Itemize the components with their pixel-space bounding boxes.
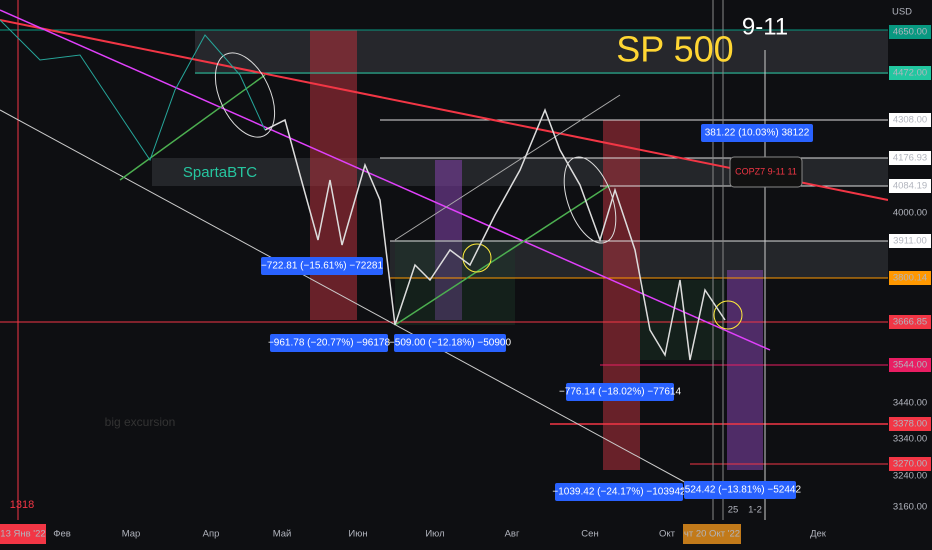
price-box: [889, 179, 931, 193]
price-label: 4308.00: [893, 115, 927, 126]
marker: 1-2: [748, 505, 762, 516]
price-box: [889, 113, 931, 127]
subtitle: 9-11: [742, 13, 788, 40]
price-label: 4000.00: [893, 208, 927, 219]
title: SP 500: [616, 29, 733, 70]
price-box: [889, 234, 931, 248]
price-box: [889, 151, 931, 165]
price-label: 3440.00: [893, 398, 927, 409]
note-box: [729, 156, 803, 188]
price-label: 3160.00: [893, 502, 927, 513]
price-box: [889, 271, 931, 285]
unit: USD: [892, 7, 912, 18]
price-label: 3240.00: [893, 471, 927, 482]
measure-box: [566, 383, 674, 401]
price-box: [889, 457, 931, 471]
time-label: Мар: [122, 529, 141, 540]
measure-text: −1039.42 (−24.17%) −103942: [552, 487, 686, 498]
measure-text: −524.42 (−13.81%) −52442: [679, 485, 801, 496]
measure-text: −722.81 (−15.61%) −72281: [261, 261, 383, 272]
measure-box: [684, 481, 796, 499]
measure-text: 381.22 (10.03%) 38122: [705, 128, 810, 139]
time-label: Сен: [581, 529, 598, 540]
zone: [603, 120, 640, 470]
time-label: Авг: [505, 529, 520, 540]
cursor-label: чт 20 Окт '22: [684, 529, 740, 540]
measure-text: −776.14 (−18.02%) −77614: [559, 387, 681, 398]
time-label: Апр: [203, 529, 220, 540]
price-box: [889, 417, 931, 431]
price-label: 3911.00: [893, 236, 927, 247]
measure-text: −961.78 (−20.77%) −96178: [268, 338, 390, 349]
price-label: 4650.00: [893, 27, 927, 38]
price-axis: [888, 0, 932, 520]
zone: [395, 240, 515, 325]
price-label: 3270.00: [893, 459, 927, 470]
price-label: 4472.00: [893, 68, 927, 79]
note-text: COPZ7 9-11 11: [735, 166, 797, 176]
time-label: Июн: [348, 529, 367, 540]
price-label: 3800.14: [893, 273, 927, 284]
time-label: Дек: [810, 529, 827, 540]
zone: [640, 280, 725, 360]
zone: [727, 270, 763, 470]
low-mark: 1318: [10, 499, 34, 511]
zone: [435, 160, 462, 320]
measure-box: [270, 334, 388, 352]
time-label: Май: [273, 529, 292, 540]
time-label: Фев: [53, 529, 71, 540]
price-box: [889, 66, 931, 80]
time-label: Окт: [659, 529, 676, 540]
note: big excursion: [105, 415, 176, 429]
start-box: [0, 524, 46, 544]
price-label: 3378.00: [893, 419, 927, 430]
price-box: [889, 25, 931, 39]
levels: [0, 0, 888, 520]
measure-box: [701, 124, 813, 142]
measure-box: [555, 483, 683, 501]
measure-box: [261, 257, 383, 275]
marker: 25: [728, 505, 739, 516]
watermark: SpartaBTC: [183, 164, 257, 181]
price-label: 4084.19: [893, 181, 927, 192]
time-label: 13 Янв '22: [0, 529, 45, 540]
measure-box: [394, 334, 506, 352]
price-label: 3340.00: [893, 434, 927, 445]
cursor-box: [683, 524, 741, 544]
time-label: Июл: [425, 529, 444, 540]
price-label: 3544.00: [893, 360, 927, 371]
price-label: 3666.85: [893, 317, 927, 328]
measure-text: −509.00 (−12.18%) −50900: [389, 338, 511, 349]
trendlines: [0, 9, 889, 486]
price-box: [889, 315, 931, 329]
price-box: [889, 358, 931, 372]
price-label: 4176.93: [893, 153, 927, 164]
